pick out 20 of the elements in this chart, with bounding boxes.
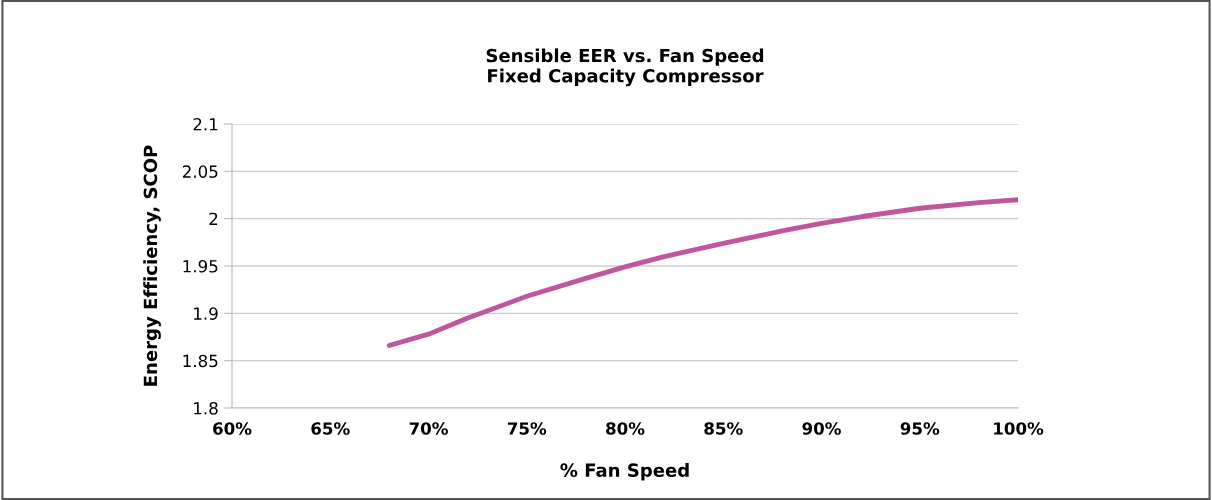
- x-tick-label: 80%: [606, 422, 645, 435]
- y-tick-label: 1.9: [194, 307, 218, 320]
- x-tick-label: 65%: [311, 422, 350, 435]
- y-tick-label: 2: [209, 212, 218, 225]
- x-tick-label: 90%: [802, 422, 841, 435]
- y-axis-title: Energy Efficiency, SCOP: [143, 145, 161, 386]
- x-axis-title: % Fan Speed: [560, 463, 689, 481]
- x-tick-label: 70%: [409, 422, 448, 435]
- y-tick-label: 2.1: [193, 117, 218, 131]
- x-tick-label: 100%: [994, 422, 1044, 435]
- y-tick-label: 1.85: [183, 354, 218, 368]
- x-tick-label: 75%: [507, 422, 547, 435]
- x-tick-label: 85%: [704, 422, 743, 435]
- chart-title: Sensible EER vs. Fan Speed Fixed Capacity Compressor: [486, 48, 764, 87]
- y-tick-label: 1.8: [194, 401, 218, 415]
- y-tick-label: 1.95: [183, 259, 218, 273]
- line-series: [386, 197, 1018, 348]
- x-tick-label: 95%: [900, 422, 940, 435]
- x-tick-label: 60%: [213, 422, 252, 435]
- y-tick-label: 2.05: [182, 165, 218, 178]
